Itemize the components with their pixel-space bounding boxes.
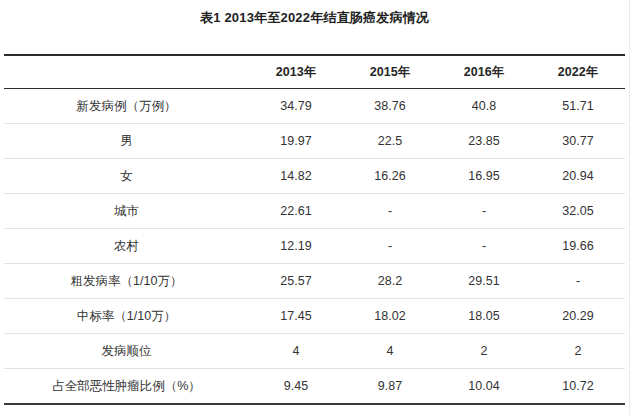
header-empty-cell [4, 55, 249, 89]
cell-value: 28.2 [343, 264, 437, 299]
row-label: 女 [4, 159, 249, 194]
cell-value: 10.72 [531, 369, 625, 405]
cell-value: 16.26 [343, 159, 437, 194]
table-row: 发病顺位 4 4 2 2 [4, 334, 625, 369]
cell-value: 22.61 [249, 194, 343, 229]
table-row: 农村 12.19 - - 19.66 [4, 229, 625, 264]
table-row: 城市 22.61 - - 32.05 [4, 194, 625, 229]
cell-value: 34.79 [249, 89, 343, 124]
cell-value: 12.19 [249, 229, 343, 264]
cell-value: 9.45 [249, 369, 343, 405]
table-row: 粗发病率（1/10万） 25.57 28.2 29.51 - [4, 264, 625, 299]
row-label: 新发病例（万例） [4, 89, 249, 124]
table-row: 男 19.97 22.5 23.85 30.77 [4, 124, 625, 159]
cell-value: 18.05 [437, 299, 531, 334]
cell-value: 38.76 [343, 89, 437, 124]
cell-value: 40.8 [437, 89, 531, 124]
cell-value: - [343, 194, 437, 229]
row-label: 城市 [4, 194, 249, 229]
cell-value: 23.85 [437, 124, 531, 159]
table-row: 占全部恶性肿瘤比例（%） 9.45 9.87 10.04 10.72 [4, 369, 625, 405]
cell-value: 19.66 [531, 229, 625, 264]
header-year-2013: 2013年 [249, 55, 343, 89]
cell-value: 4 [249, 334, 343, 369]
cell-value: - [437, 194, 531, 229]
cell-value: - [531, 264, 625, 299]
cell-value: 16.95 [437, 159, 531, 194]
header-year-2016: 2016年 [437, 55, 531, 89]
row-label: 发病顺位 [4, 334, 249, 369]
cell-value: 18.02 [343, 299, 437, 334]
cell-value: 9.87 [343, 369, 437, 405]
cell-value: 2 [437, 334, 531, 369]
cell-value: - [343, 229, 437, 264]
header-year-2015: 2015年 [343, 55, 437, 89]
row-label: 中标率（1/10万） [4, 299, 249, 334]
figure-page: 表1 2013年至2022年结直肠癌发病情况 2013年 2015年 2016年… [0, 0, 630, 415]
row-label: 粗发病率（1/10万） [4, 264, 249, 299]
cell-value: 22.5 [343, 124, 437, 159]
row-label: 男 [4, 124, 249, 159]
header-year-2022: 2022年 [531, 55, 625, 89]
cell-value: 4 [343, 334, 437, 369]
table-row: 女 14.82 16.26 16.95 20.94 [4, 159, 625, 194]
cell-value: 30.77 [531, 124, 625, 159]
cell-value: 25.57 [249, 264, 343, 299]
header-row: 2013年 2015年 2016年 2022年 [4, 55, 625, 89]
cell-value: 51.71 [531, 89, 625, 124]
row-label: 农村 [4, 229, 249, 264]
table-title: 表1 2013年至2022年结直肠癌发病情况 [0, 0, 629, 27]
cell-value: - [437, 229, 531, 264]
table-row: 中标率（1/10万） 17.45 18.02 18.05 20.29 [4, 299, 625, 334]
row-label: 占全部恶性肿瘤比例（%） [4, 369, 249, 405]
cell-value: 17.45 [249, 299, 343, 334]
cell-value: 20.29 [531, 299, 625, 334]
cell-value: 29.51 [437, 264, 531, 299]
cell-value: 20.94 [531, 159, 625, 194]
cell-value: 10.04 [437, 369, 531, 405]
cell-value: 32.05 [531, 194, 625, 229]
table-row: 新发病例（万例） 34.79 38.76 40.8 51.71 [4, 89, 625, 124]
cell-value: 2 [531, 334, 625, 369]
cell-value: 14.82 [249, 159, 343, 194]
incidence-table: 2013年 2015年 2016年 2022年 新发病例（万例） 34.79 3… [4, 54, 625, 405]
cell-value: 19.97 [249, 124, 343, 159]
